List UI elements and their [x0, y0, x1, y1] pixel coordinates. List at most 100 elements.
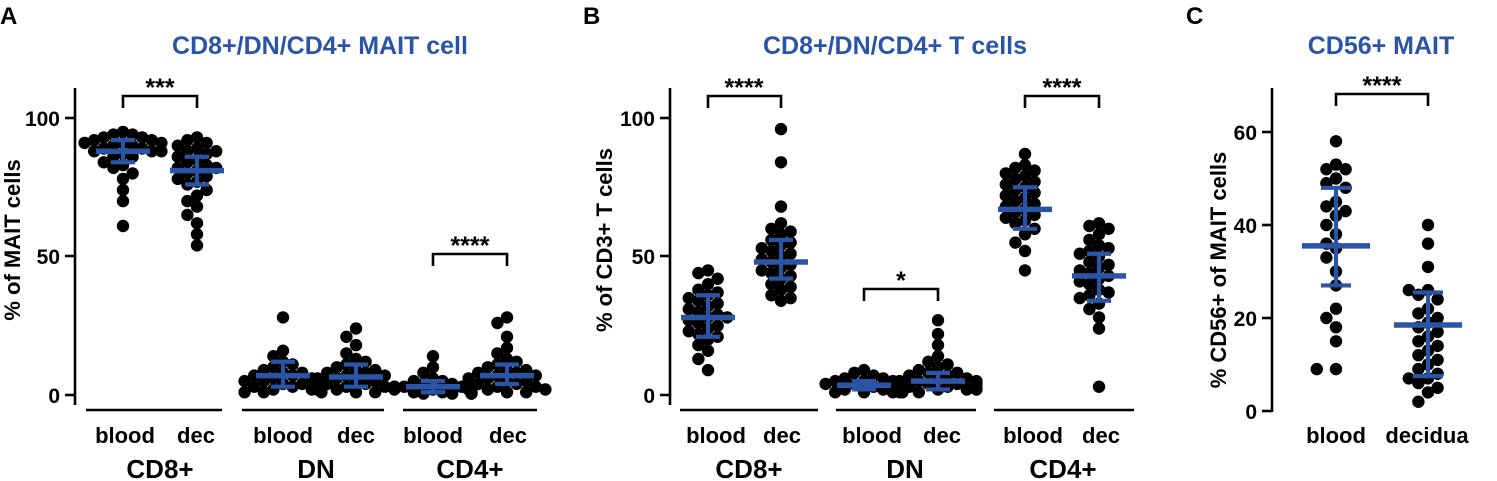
- panel-c-g-decidua-point-1: [1421, 237, 1435, 250]
- panel-b-DN-dec-point-0: [931, 314, 945, 327]
- panel-b-CD8-dec-point-1: [774, 156, 788, 169]
- panel-b-CD8-blood-point-7: [682, 291, 695, 305]
- panel-b-DN-dec-point-5: [941, 358, 954, 371]
- panel-b-CD4-blood-point-12: [999, 189, 1012, 202]
- panel-b-CD4-dec-point-26: [1092, 322, 1106, 335]
- panel-b-CD4-blood-point-26: [1018, 244, 1032, 258]
- panel-b-DN-dec-point-25: [970, 383, 983, 396]
- panel-a-cd4-blood-label: blood: [403, 423, 463, 448]
- panel-a-DN-blood-point-1: [276, 344, 290, 357]
- panel-c-y-axis-label: % CD56+ of MAIT cells: [1206, 152, 1231, 389]
- panel-a-CD4-dec-point-25: [539, 383, 552, 396]
- panel-c-g-blood-point-11: [1320, 218, 1333, 232]
- panel-a-cd8-dec-label: dec: [177, 423, 215, 448]
- panel-a-CD4-dec-point-5: [500, 352, 514, 366]
- panel-b-CD8-blood-point-1: [692, 266, 705, 280]
- panel-a-cd8-sig-bracket: [121, 94, 199, 108]
- panel-a-DN-dec-point-2: [349, 338, 363, 352]
- panel-c-g-blood-point-15: [1320, 251, 1333, 264]
- panel-b-DN-dec-point-26: [912, 386, 925, 399]
- panel-a-CD8-blood-point-15: [145, 145, 158, 158]
- panel-c-plot-area: [1302, 135, 1462, 408]
- panel-a-DN-dec-point-7: [330, 361, 343, 374]
- panel-b-CD4-dec-point-5: [1092, 239, 1106, 252]
- panel-a-cd4-sig-stars: ****: [451, 232, 490, 260]
- panel-b-DN-blood-point-2: [867, 369, 880, 382]
- panel-a-CD8-blood-point-22: [107, 161, 120, 175]
- panel-a-DN-dec-point-0: [349, 322, 363, 335]
- panel-a-CD4-blood-point-1: [426, 361, 440, 374]
- panel-a-DN-blood-point-20: [248, 380, 261, 393]
- panel-b-DN-dec-point-24: [960, 383, 973, 396]
- panel-b-CD4-blood-point-0: [1018, 147, 1032, 161]
- panel-a-CD8-dec-point-3: [171, 139, 184, 152]
- panel-b-DN-blood-point-0: [857, 363, 871, 377]
- panel-c-g-decidua-point-12: [1431, 325, 1444, 339]
- panel-a-CD8-blood-point-16: [155, 145, 168, 158]
- panel-b-group-dn-label: DN: [886, 454, 924, 481]
- panel-a-CD8-dec-point-26: [190, 228, 204, 241]
- panel-a-CD4-dec-point-26: [500, 386, 514, 399]
- panel-b-CD4-dec-point-3: [1092, 228, 1106, 241]
- panel-b-CD4-dec-point-27: [1092, 380, 1106, 393]
- panel-a-tick-label-100: 100: [25, 108, 60, 131]
- panel-b-CD4-blood-point-3: [1028, 164, 1041, 177]
- panel-a-DN-dec-point-4: [349, 352, 363, 366]
- panel-a-CD8-blood-point-6: [145, 134, 158, 147]
- panel-a-group-dn-label: DN: [297, 454, 335, 481]
- panel-a-DN-blood-point-10: [248, 369, 261, 382]
- panel-b-CD8-blood-point-26: [692, 352, 705, 366]
- panel-c-g-decidua-point-23: [1402, 372, 1416, 385]
- panel-a-DN-dec-point-9: [369, 363, 382, 377]
- panel-a-CD8-dec-point-0: [190, 131, 204, 144]
- panel-a-tick-label-0: 0: [48, 385, 60, 408]
- panel-a-CD4-blood-point-2: [417, 366, 430, 379]
- panel-b-cd4-sig-bracket: [1023, 94, 1101, 108]
- panel-a-CD8-blood-point-14: [88, 145, 101, 158]
- panel-b-CD8-blood-point-0: [701, 264, 715, 277]
- panel-c-tick-label-20: 20: [1234, 308, 1257, 331]
- panel-b: B CD8+/DN/CD4+ T cells % of CD3+ T cells…: [583, 3, 1134, 481]
- panel-b-CD4-dec-point-2: [1102, 222, 1115, 235]
- panel-a-CD8-dec-point-10: [181, 156, 194, 169]
- panel-b-CD4-dec-point-18: [1083, 278, 1096, 291]
- panel-a-DN-dec-point-27: [369, 386, 382, 399]
- panel-b-CD8-blood-point-18: [711, 319, 724, 332]
- panel-a-CD4-dec-point-0: [500, 311, 514, 324]
- panel-a-CD8-blood-point-24: [116, 172, 130, 186]
- panel-b-cd8-sig-stars: ****: [725, 74, 764, 102]
- panel-a-CD8-blood-point-20: [97, 156, 111, 169]
- panel-a-CD8-dec-point-6: [210, 145, 223, 158]
- panel-a-CD4-blood-point-10: [388, 380, 401, 393]
- panel-a-CD4-dec-point-8: [481, 361, 494, 374]
- panel-b-CD8-dec-point-12: [784, 247, 797, 260]
- panel-b-CD8-blood-point-11: [682, 302, 695, 316]
- panel-b-CD4-blood-point-6: [1009, 172, 1022, 186]
- panel-a-CD8-dec-point-1: [181, 134, 194, 147]
- panel-b-DN-dec-point-4: [922, 355, 935, 368]
- panel-b-CD4-dec-point-22: [1073, 291, 1087, 305]
- panel-b-DN-dec-point-6: [931, 361, 945, 374]
- panel-a-CD8-dec-point-20: [200, 183, 213, 197]
- panel-a-DN-blood-point-0: [276, 311, 290, 324]
- panel-a-group-cd4-label: CD4+: [436, 454, 503, 481]
- panel-b-DN-dec-point-2: [931, 338, 945, 352]
- panel-c-decidua-label: decidua: [1385, 423, 1469, 448]
- panel-a-DN-blood-point-26: [238, 386, 251, 399]
- panel-b-DN-dec-point-7: [912, 363, 925, 377]
- panel-c-blood-label: blood: [1306, 423, 1366, 448]
- panel-b-CD8-blood-point-27: [701, 363, 715, 377]
- panel-b-CD4-dec-point-4: [1083, 233, 1096, 247]
- panel-b-CD8-dec-point-19: [765, 266, 778, 280]
- panel-b-CD4-blood-point-22: [1009, 217, 1022, 230]
- panel-b-CD4-dec-point-11: [1102, 258, 1115, 271]
- panel-b-dn-dec-label: dec: [923, 423, 961, 448]
- panel-b-CD4-blood-point-11: [1028, 186, 1041, 199]
- panel-a-DN-blood-point-25: [257, 386, 270, 399]
- panel-c-g-blood-point-1: [1329, 158, 1343, 171]
- panel-a-CD4-blood-point-0: [426, 350, 440, 363]
- panel-b-CD4-blood-point-24: [1018, 228, 1032, 241]
- panel-a-cd8-sig-stars: ***: [145, 74, 174, 102]
- panel-letter-b: B: [583, 3, 600, 30]
- panel-c-sig-stars: ****: [1363, 72, 1402, 100]
